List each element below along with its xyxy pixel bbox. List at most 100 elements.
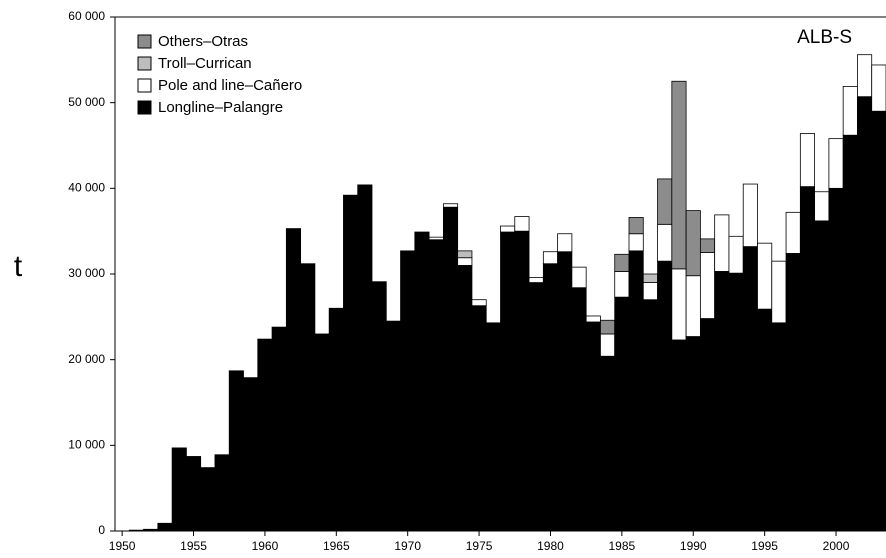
bar-segment bbox=[857, 96, 873, 532]
bar-segment bbox=[585, 321, 601, 532]
bar-segment bbox=[671, 339, 687, 532]
y-tick-label: 50 000 bbox=[68, 95, 105, 109]
bar-segment bbox=[557, 233, 573, 253]
legend-label: Pole and line–Cañero bbox=[158, 77, 302, 94]
bar-segment bbox=[685, 275, 701, 337]
bar-segment bbox=[271, 326, 287, 532]
bar-segment bbox=[671, 268, 687, 341]
bar-segment bbox=[728, 272, 744, 532]
x-tick-label: 1985 bbox=[609, 539, 636, 553]
bar-segment bbox=[657, 260, 673, 532]
legend-swatch bbox=[137, 78, 152, 93]
legend-swatch bbox=[137, 34, 152, 49]
bar-segment bbox=[600, 319, 616, 335]
bar-segment bbox=[257, 338, 273, 532]
bar-segment bbox=[457, 257, 473, 266]
bar-segment bbox=[642, 299, 658, 532]
x-tick-label: 2000 bbox=[823, 539, 850, 553]
y-tick-label: 0 bbox=[98, 523, 105, 537]
bar-segment bbox=[685, 210, 701, 277]
bar-segment bbox=[471, 299, 487, 307]
bar-segment bbox=[699, 318, 716, 532]
bar-segment bbox=[671, 80, 687, 270]
bar-segment bbox=[742, 246, 758, 532]
bar-segment bbox=[699, 252, 716, 319]
bar-segment bbox=[628, 250, 644, 532]
bar-segment bbox=[442, 203, 459, 208]
bar-segment bbox=[542, 263, 559, 532]
y-tick-label: 20 000 bbox=[68, 352, 105, 366]
bar-segment bbox=[585, 315, 601, 323]
annotation: ALB-S bbox=[797, 27, 852, 48]
bar-segment bbox=[628, 217, 644, 235]
bar-segment bbox=[314, 333, 330, 532]
bar-segment bbox=[828, 187, 844, 532]
y-tick-label: 10 000 bbox=[68, 438, 105, 452]
bar-segment bbox=[871, 110, 886, 532]
bar-segment bbox=[400, 250, 416, 532]
bar-segment bbox=[171, 447, 187, 532]
bar-segment bbox=[785, 253, 801, 532]
x-tick-label: 1995 bbox=[751, 539, 778, 553]
bar-segment bbox=[657, 178, 673, 225]
bar-segment bbox=[614, 253, 630, 272]
bar-segment bbox=[428, 236, 444, 241]
bar-segment bbox=[457, 250, 473, 259]
x-tick-label: 1970 bbox=[394, 539, 421, 553]
bar-segment bbox=[771, 322, 787, 532]
y-tick-label: 30 000 bbox=[68, 266, 105, 280]
bar-segment bbox=[828, 138, 844, 189]
bar-segment bbox=[500, 225, 516, 233]
x-tick-label: 1950 bbox=[109, 539, 136, 553]
bar-segment bbox=[457, 265, 473, 532]
legend-swatch bbox=[137, 100, 152, 115]
y-tick-label: 60 000 bbox=[68, 9, 105, 23]
bar-segment bbox=[728, 235, 744, 274]
bar-segment bbox=[514, 216, 530, 232]
x-tick-label: 1975 bbox=[466, 539, 493, 553]
bar-segment bbox=[814, 220, 830, 532]
bar-segment bbox=[157, 522, 173, 532]
bar-segment bbox=[328, 307, 344, 532]
bar-segment bbox=[657, 223, 673, 262]
x-tick-label: 1965 bbox=[323, 539, 350, 553]
bar-segment bbox=[642, 282, 658, 301]
x-tick-label: 1990 bbox=[680, 539, 707, 553]
bar-segment bbox=[699, 238, 716, 253]
bar-segment bbox=[685, 336, 701, 532]
y-axis-label: t bbox=[14, 250, 23, 283]
bar-segment bbox=[528, 277, 544, 283]
bar-segment bbox=[428, 239, 444, 532]
x-tick-label: 1960 bbox=[252, 539, 279, 553]
bar-segment bbox=[371, 281, 387, 532]
bar-segment bbox=[600, 333, 616, 357]
bar-segment bbox=[414, 231, 430, 532]
bar-segment bbox=[842, 85, 858, 136]
bar-segment bbox=[614, 296, 630, 532]
bar-segment bbox=[243, 377, 259, 532]
bar-segment bbox=[357, 184, 373, 532]
bar-segment bbox=[485, 322, 501, 532]
y-tick-label: 40 000 bbox=[68, 181, 105, 195]
bar-segment bbox=[557, 251, 573, 532]
bar-segment bbox=[714, 214, 730, 272]
bar-segment bbox=[714, 271, 730, 532]
bar-segment bbox=[471, 305, 487, 532]
bar-segment bbox=[385, 320, 401, 532]
legend-label: Longline–Palangre bbox=[158, 99, 283, 116]
bar-segment bbox=[514, 230, 530, 532]
bar-segment bbox=[757, 308, 773, 532]
bar-segment bbox=[200, 467, 216, 532]
bar-segment bbox=[214, 454, 230, 532]
bar-segment bbox=[571, 266, 587, 289]
bar-segment bbox=[785, 211, 801, 254]
bar-segment bbox=[871, 64, 886, 112]
bar-segment bbox=[542, 251, 559, 265]
legend-label: Troll–Currican bbox=[158, 55, 252, 72]
bar-segment bbox=[799, 133, 816, 188]
x-tick-label: 1980 bbox=[537, 539, 564, 553]
bar-segment bbox=[571, 287, 587, 532]
bar-segment bbox=[857, 54, 873, 98]
